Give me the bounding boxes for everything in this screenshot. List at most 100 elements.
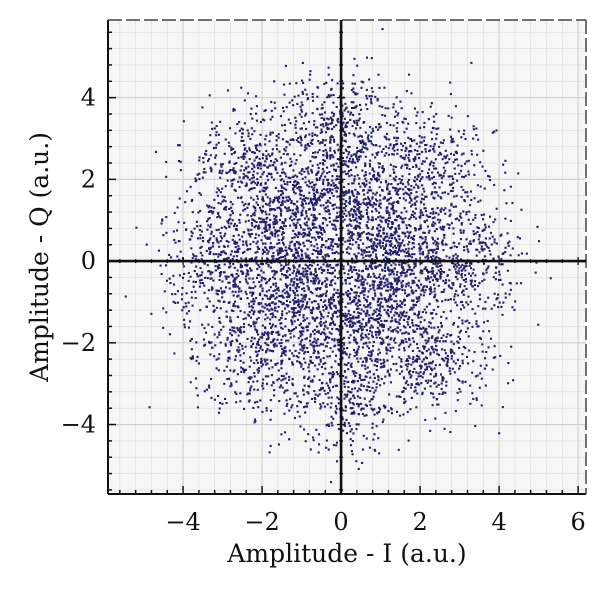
data-point — [415, 164, 418, 167]
data-point — [368, 400, 371, 403]
data-point — [305, 239, 308, 242]
data-point — [368, 255, 371, 258]
data-point — [200, 230, 203, 233]
data-point — [347, 121, 350, 124]
data-point — [350, 275, 353, 278]
data-point — [355, 241, 358, 244]
data-point — [465, 301, 468, 304]
data-point — [397, 188, 400, 191]
data-point — [365, 323, 368, 326]
data-point — [477, 305, 480, 308]
data-point — [345, 214, 348, 217]
data-point — [250, 215, 253, 218]
data-point — [287, 293, 290, 296]
data-point — [442, 311, 445, 314]
data-point — [245, 175, 248, 178]
data-point — [290, 160, 293, 163]
data-point — [355, 119, 358, 122]
data-point — [379, 225, 382, 228]
data-point — [331, 175, 334, 178]
data-point — [299, 190, 302, 193]
data-point — [411, 337, 414, 340]
data-point — [454, 276, 457, 279]
data-point — [343, 382, 346, 385]
data-point — [377, 333, 380, 336]
data-point — [311, 138, 314, 141]
data-point — [324, 392, 327, 395]
data-point — [378, 145, 381, 148]
data-point — [332, 320, 335, 323]
data-point — [261, 348, 264, 351]
data-point — [460, 300, 463, 303]
data-point — [334, 242, 337, 245]
data-point — [477, 200, 480, 203]
data-point — [482, 218, 485, 221]
data-point — [459, 283, 462, 286]
data-point — [457, 130, 460, 133]
data-point — [292, 222, 295, 225]
data-point — [456, 261, 459, 264]
data-point — [366, 275, 369, 278]
data-point — [266, 308, 269, 311]
data-point — [221, 195, 224, 198]
data-point — [297, 140, 300, 143]
data-point — [272, 199, 275, 202]
data-point — [289, 283, 292, 286]
data-point — [296, 200, 299, 203]
data-point — [312, 151, 315, 154]
data-point — [272, 221, 275, 224]
data-point — [368, 446, 371, 449]
data-point — [372, 345, 375, 348]
data-point — [285, 381, 288, 384]
data-point — [409, 231, 412, 234]
data-point — [273, 222, 276, 225]
data-point — [337, 252, 340, 255]
data-point — [297, 246, 300, 249]
data-point — [387, 335, 390, 338]
data-point — [413, 216, 416, 219]
data-point — [415, 360, 418, 363]
data-point — [403, 349, 406, 352]
data-point — [332, 94, 335, 97]
data-point — [229, 328, 232, 331]
data-point — [314, 269, 317, 272]
data-point — [369, 200, 372, 203]
data-point — [254, 420, 257, 423]
data-point — [209, 250, 212, 253]
data-point — [353, 296, 356, 299]
data-point — [238, 221, 241, 224]
data-point — [505, 202, 508, 205]
data-point — [415, 217, 418, 220]
data-point — [274, 306, 277, 309]
data-point — [270, 109, 273, 112]
data-point — [312, 192, 315, 195]
data-point — [270, 341, 273, 344]
data-point — [228, 287, 231, 290]
data-point — [347, 361, 350, 364]
data-point — [253, 211, 256, 214]
data-point — [273, 246, 276, 249]
data-point — [435, 137, 438, 140]
data-point — [360, 135, 363, 138]
data-point — [297, 211, 300, 214]
data-point — [364, 177, 367, 180]
data-point — [414, 289, 417, 292]
data-point — [316, 368, 319, 371]
data-point — [439, 277, 442, 280]
data-point — [343, 162, 346, 165]
data-point — [423, 387, 426, 390]
data-point — [387, 252, 390, 255]
data-point — [250, 305, 253, 308]
data-point — [452, 262, 455, 265]
data-point — [319, 299, 322, 302]
data-point — [359, 155, 362, 158]
data-point — [380, 297, 383, 300]
data-point — [322, 178, 325, 181]
data-point — [434, 364, 437, 367]
data-point — [247, 92, 250, 95]
data-point — [412, 329, 415, 332]
data-point — [407, 255, 410, 258]
data-point — [412, 303, 415, 306]
data-point — [418, 297, 421, 300]
data-point — [408, 173, 411, 176]
